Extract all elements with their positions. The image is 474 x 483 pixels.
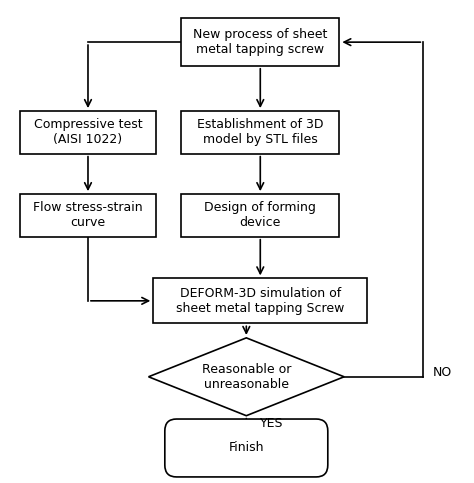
- FancyBboxPatch shape: [181, 111, 339, 154]
- FancyBboxPatch shape: [20, 111, 155, 154]
- Text: Design of forming
device: Design of forming device: [204, 201, 316, 229]
- Polygon shape: [148, 338, 344, 416]
- FancyBboxPatch shape: [20, 194, 155, 237]
- Text: Establishment of 3D
model by STL files: Establishment of 3D model by STL files: [197, 118, 324, 146]
- Text: Compressive test
(AISI 1022): Compressive test (AISI 1022): [34, 118, 142, 146]
- Text: Finish: Finish: [228, 441, 264, 455]
- FancyBboxPatch shape: [153, 278, 367, 324]
- Text: Reasonable or
unreasonable: Reasonable or unreasonable: [201, 363, 291, 391]
- Text: NO: NO: [433, 366, 452, 379]
- FancyBboxPatch shape: [181, 18, 339, 66]
- Text: YES: YES: [260, 417, 284, 430]
- FancyBboxPatch shape: [165, 419, 328, 477]
- Text: New process of sheet
metal tapping screw: New process of sheet metal tapping screw: [193, 28, 328, 56]
- Text: DEFORM-3D simulation of
sheet metal tapping Screw: DEFORM-3D simulation of sheet metal tapp…: [176, 287, 345, 315]
- Text: Flow stress-strain
curve: Flow stress-strain curve: [33, 201, 143, 229]
- FancyBboxPatch shape: [181, 194, 339, 237]
